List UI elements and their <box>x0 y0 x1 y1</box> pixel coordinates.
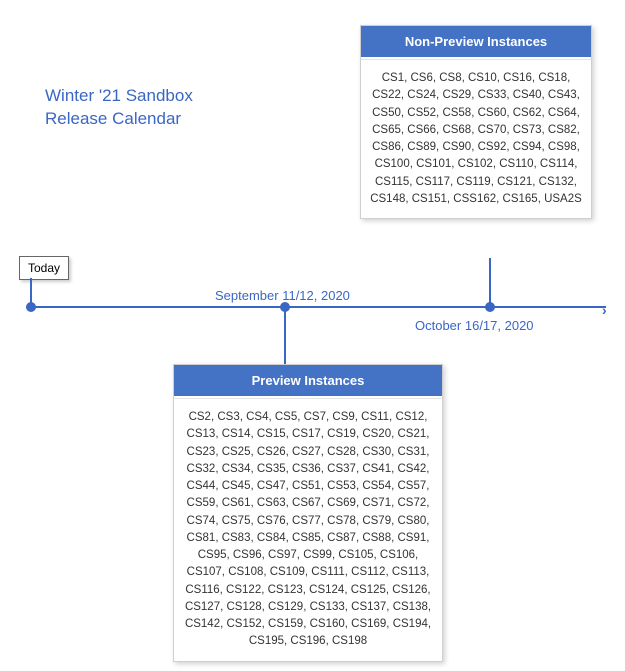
connector-today <box>30 278 32 306</box>
preview-panel: Preview Instances CS2, CS3, CS4, CS5, CS… <box>173 364 443 662</box>
preview-body: CS2, CS3, CS4, CS5, CS7, CS9, CS11, CS12… <box>174 398 442 661</box>
date-label-nonpreview: October 16/17, 2020 <box>415 318 534 333</box>
non-preview-body: CS1, CS6, CS8, CS10, CS16, CS18, CS22, C… <box>361 59 591 218</box>
date-label-preview: September 11/12, 2020 <box>215 288 350 303</box>
diagram-title: Winter '21 SandboxRelease Calendar <box>45 85 193 131</box>
preview-header: Preview Instances <box>174 365 442 396</box>
timeline-arrow-icon: › <box>602 302 607 318</box>
release-calendar-diagram: Winter '21 SandboxRelease Calendar Today… <box>0 0 625 671</box>
timeline-axis <box>26 306 606 308</box>
connector-preview <box>284 306 286 364</box>
non-preview-panel: Non-Preview Instances CS1, CS6, CS8, CS1… <box>360 25 592 219</box>
connector-nonpreview <box>489 258 491 306</box>
non-preview-header: Non-Preview Instances <box>361 26 591 57</box>
today-label-box: Today <box>19 256 69 280</box>
